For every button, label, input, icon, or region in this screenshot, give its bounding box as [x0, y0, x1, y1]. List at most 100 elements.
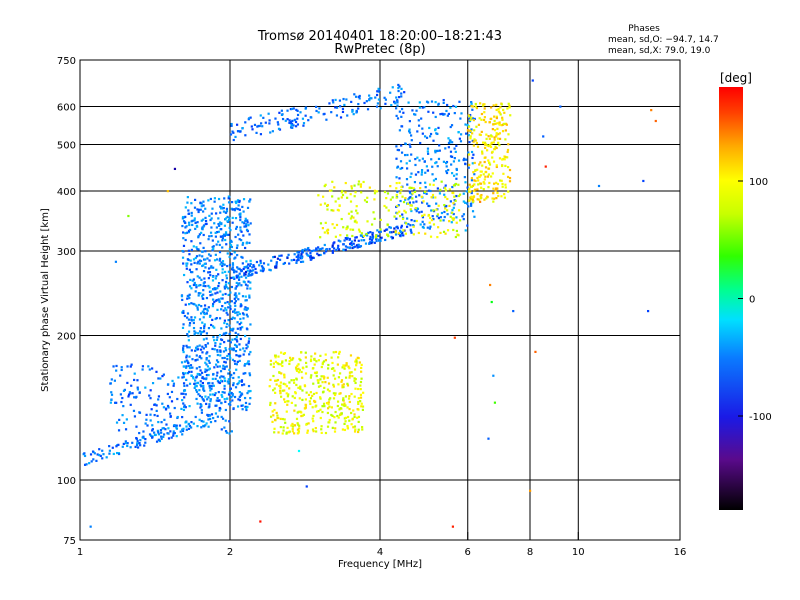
data-point — [247, 266, 250, 269]
data-point — [136, 386, 139, 389]
data-point — [333, 430, 337, 433]
data-point — [155, 370, 158, 373]
x-tick-label: 4 — [377, 547, 383, 558]
data-point — [493, 147, 496, 151]
data-point — [108, 452, 111, 455]
data-point — [395, 217, 398, 220]
y-tick-label: 200 — [57, 332, 76, 343]
data-point — [495, 132, 498, 135]
data-point — [458, 137, 461, 140]
data-point — [383, 229, 386, 232]
data-point — [182, 375, 186, 379]
data-point — [214, 404, 217, 407]
data-point — [227, 282, 230, 285]
data-point — [359, 396, 363, 399]
data-point — [416, 207, 419, 210]
data-point — [281, 389, 284, 392]
data-point — [197, 294, 200, 297]
data-point — [442, 98, 445, 102]
data-point — [362, 239, 366, 242]
data-point — [167, 437, 171, 440]
data-point — [273, 427, 276, 430]
data-point — [340, 217, 343, 221]
data-point — [200, 202, 203, 205]
data-point — [199, 327, 202, 330]
data-point — [239, 328, 242, 331]
data-point — [190, 214, 193, 217]
data-point — [319, 253, 322, 257]
data-point — [261, 125, 264, 128]
data-point — [192, 302, 195, 306]
data-point — [232, 327, 235, 330]
data-point — [192, 245, 195, 248]
data-point — [413, 188, 416, 191]
data-point — [258, 124, 261, 128]
data-point — [114, 260, 118, 263]
data-point — [238, 380, 241, 383]
data-point — [214, 419, 217, 423]
data-point — [501, 182, 504, 186]
data-point — [435, 202, 438, 205]
data-point — [164, 408, 168, 411]
data-point — [333, 377, 337, 380]
data-point — [497, 141, 500, 144]
data-point — [180, 361, 184, 364]
data-point — [340, 403, 344, 406]
data-point — [136, 442, 139, 445]
data-point — [238, 323, 241, 326]
data-point — [332, 351, 335, 354]
data-point — [112, 452, 115, 456]
data-point — [245, 347, 248, 350]
data-point — [221, 297, 224, 300]
data-point — [198, 259, 201, 262]
data-point — [247, 274, 250, 277]
data-point — [420, 173, 423, 176]
data-point — [112, 365, 115, 368]
data-point — [223, 356, 226, 360]
data-point — [283, 400, 287, 404]
data-point — [502, 157, 505, 161]
data-point — [329, 397, 332, 400]
data-point — [344, 237, 347, 240]
data-point — [187, 231, 190, 234]
data-point — [187, 339, 190, 342]
data-point — [343, 103, 346, 107]
data-point — [184, 372, 187, 375]
data-point — [467, 205, 470, 208]
data-point — [369, 97, 372, 100]
data-point — [182, 311, 185, 314]
data-point — [479, 161, 482, 164]
data-point — [479, 200, 482, 203]
data-point — [319, 396, 322, 399]
data-point — [195, 348, 198, 351]
data-point — [484, 146, 487, 150]
data-point — [483, 103, 486, 106]
data-point — [218, 409, 221, 412]
data-point — [207, 306, 210, 309]
data-point — [409, 145, 412, 148]
data-point — [221, 391, 224, 394]
data-point — [243, 272, 246, 275]
data-point — [309, 376, 312, 379]
data-point — [300, 411, 303, 414]
data-point — [219, 379, 223, 382]
data-point — [420, 195, 423, 198]
data-point — [410, 186, 413, 190]
data-point — [468, 187, 471, 190]
data-point — [470, 102, 473, 105]
data-point — [498, 144, 501, 147]
data-point — [331, 249, 334, 253]
data-point — [501, 130, 505, 133]
data-point — [249, 269, 252, 272]
data-point — [238, 399, 242, 402]
data-point — [272, 389, 275, 392]
data-point — [196, 262, 199, 265]
data-point — [199, 208, 202, 211]
data-point — [416, 156, 419, 159]
data-point — [213, 300, 216, 304]
data-point — [231, 263, 235, 266]
data-point — [453, 147, 456, 150]
data-point — [244, 276, 248, 279]
data-point — [273, 387, 276, 390]
data-point — [334, 392, 337, 395]
